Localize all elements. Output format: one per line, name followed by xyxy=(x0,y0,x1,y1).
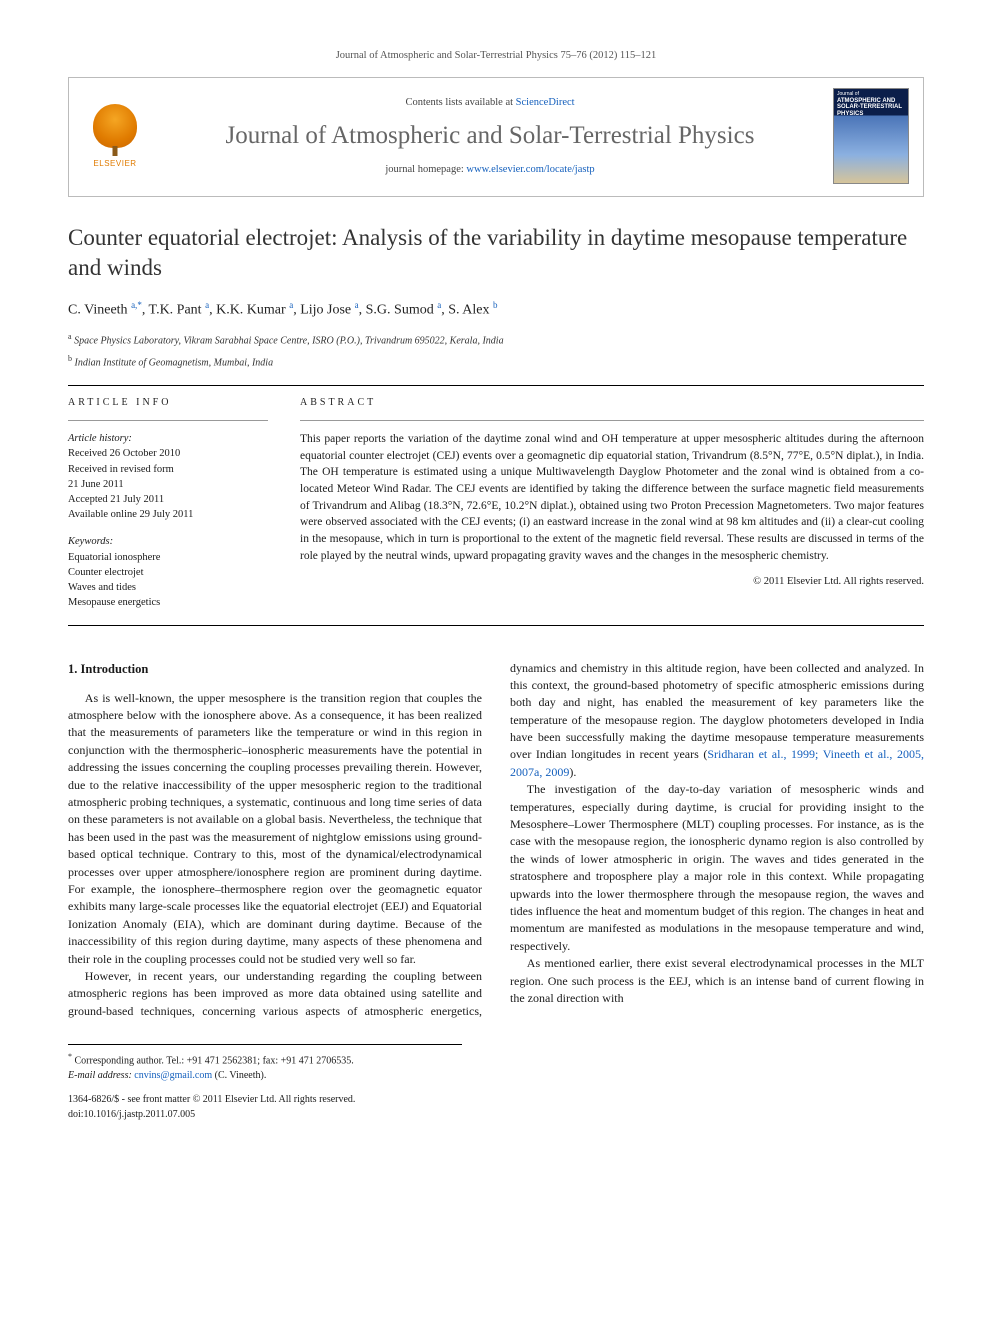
keyword-item: Mesopause energetics xyxy=(68,595,268,610)
keyword-item: Counter electrojet xyxy=(68,565,268,580)
history-item: 21 June 2011 xyxy=(68,477,268,492)
cover-journal-of: Journal of xyxy=(834,89,908,98)
history-label: Article history: xyxy=(68,431,268,446)
history-item: Accepted 21 July 2011 xyxy=(68,492,268,507)
para-4: As mentioned earlier, there exist severa… xyxy=(510,955,924,1007)
corr-star-icon: * xyxy=(68,1052,72,1061)
abstract-column: ABSTRACT This paper reports the variatio… xyxy=(300,396,924,611)
para-1: As is well-known, the upper mesosphere i… xyxy=(68,690,482,968)
masthead-center: Contents lists available at ScienceDirec… xyxy=(161,95,819,178)
contents-prefix: Contents lists available at xyxy=(405,97,515,108)
article-info-column: ARTICLE INFO Article history: Received 2… xyxy=(68,396,268,611)
contents-line: Contents lists available at ScienceDirec… xyxy=(161,95,819,110)
sciencedirect-link[interactable]: ScienceDirect xyxy=(516,97,575,108)
email-label: E-mail address: xyxy=(68,1070,132,1081)
para-2-post: ). xyxy=(569,765,576,779)
keywords-label: Keywords: xyxy=(68,534,268,549)
history-item: Received in revised form xyxy=(68,462,268,477)
doi-line: doi:10.1016/j.jastp.2011.07.005 xyxy=(68,1109,195,1120)
affiliation-line: a Space Physics Laboratory, Vikram Sarab… xyxy=(68,331,924,349)
corr-email-link[interactable]: cnvins@gmail.com xyxy=(134,1070,212,1081)
running-head: Journal of Atmospheric and Solar-Terrest… xyxy=(68,48,924,63)
rule-bottom xyxy=(68,625,924,626)
elsevier-logo: ELSEVIER xyxy=(87,103,143,169)
rule-abs xyxy=(300,420,924,421)
doi-block: 1364-6826/$ - see front matter © 2011 El… xyxy=(68,1093,924,1122)
keyword-item: Equatorial ionosphere xyxy=(68,550,268,565)
journal-homepage-link[interactable]: www.elsevier.com/locate/jastp xyxy=(466,164,594,175)
masthead: ELSEVIER Contents lists available at Sci… xyxy=(68,77,924,197)
issn-line: 1364-6826/$ - see front matter © 2011 El… xyxy=(68,1094,355,1105)
keyword-item: Waves and tides xyxy=(68,580,268,595)
email-who: (C. Vineeth). xyxy=(215,1070,267,1081)
journal-cover-thumb: Journal of ATMOSPHERIC AND SOLAR-TERREST… xyxy=(833,88,909,184)
cover-title: ATMOSPHERIC AND SOLAR-TERRESTRIAL PHYSIC… xyxy=(834,98,908,118)
homepage-line: journal homepage: www.elsevier.com/locat… xyxy=(161,162,819,177)
corresponding-author-footnote: * Corresponding author. Tel.: +91 471 25… xyxy=(68,1044,462,1083)
section-heading-1: 1. Introduction xyxy=(68,660,482,678)
rule-info xyxy=(68,420,268,421)
affiliation-line: b Indian Institute of Geomagnetism, Mumb… xyxy=(68,353,924,371)
article-info-head: ARTICLE INFO xyxy=(68,396,268,411)
publisher-logo-block: ELSEVIER xyxy=(83,100,147,172)
abstract-text: This paper reports the variation of the … xyxy=(300,431,924,564)
para-3: The investigation of the day-to-day vari… xyxy=(510,781,924,955)
history-item: Received 26 October 2010 xyxy=(68,446,268,461)
homepage-prefix: journal homepage: xyxy=(385,164,466,175)
corr-label: Corresponding author. Tel.: +91 471 2562… xyxy=(75,1055,354,1066)
journal-name: Journal of Atmospheric and Solar-Terrest… xyxy=(161,118,819,154)
rule-top xyxy=(68,385,924,386)
article-title: Counter equatorial electrojet: Analysis … xyxy=(68,223,924,283)
elsevier-tree-icon xyxy=(93,104,137,148)
abstract-copyright: © 2011 Elsevier Ltd. All rights reserved… xyxy=(300,574,924,589)
authors-line: C. Vineeth a,*, T.K. Pant a, K.K. Kumar … xyxy=(68,299,924,321)
body-columns: 1. Introduction As is well-known, the up… xyxy=(68,660,924,1021)
abstract-head: ABSTRACT xyxy=(300,396,924,411)
history-item: Available online 29 July 2011 xyxy=(68,507,268,522)
publisher-wordmark: ELSEVIER xyxy=(93,158,136,170)
